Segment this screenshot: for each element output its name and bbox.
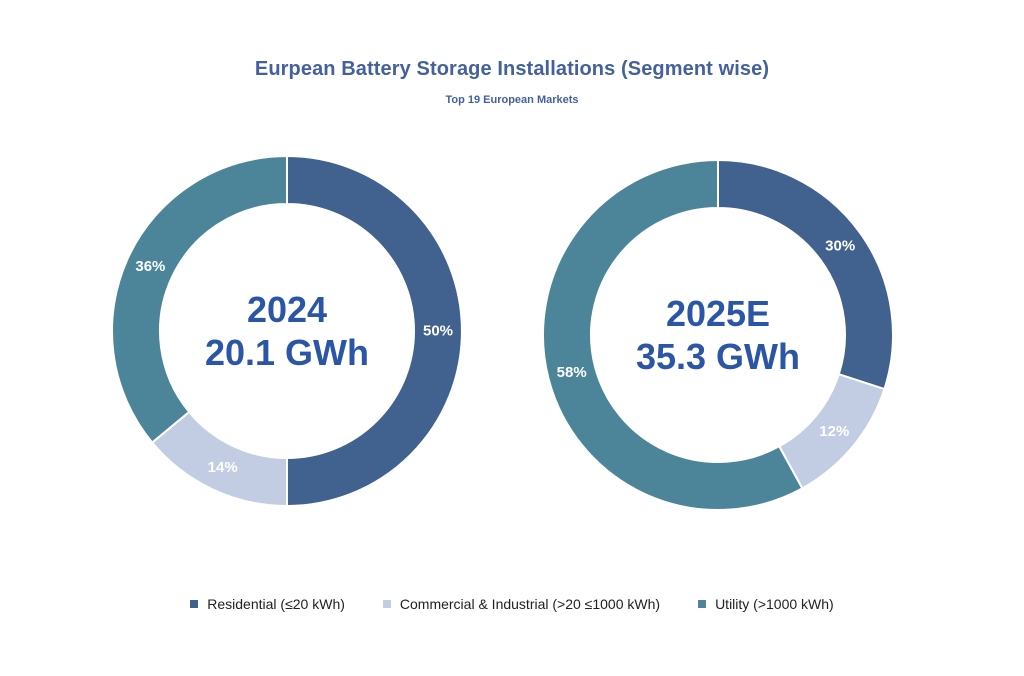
legend-label-residential: Residential (≤20 kWh) xyxy=(207,596,345,612)
donut-2024-data-label-utility: 36% xyxy=(135,258,165,275)
chart-subtitle: Top 19 European Markets xyxy=(445,94,579,106)
chart-title: Eurpean Battery Storage Installations (S… xyxy=(254,58,770,80)
donut-chart-2025e: 30% 12% 58% 2025E 35.3 GWh xyxy=(542,159,894,511)
legend-label-utility: Utility (>1000 kWh) xyxy=(715,596,834,612)
donut-svg-2024: 50% 14% 36% xyxy=(111,155,463,507)
donut-2025e-data-label-utility: 58% xyxy=(557,364,587,381)
legend-marker-commercial-industrial xyxy=(382,600,391,608)
legend-marker-utility xyxy=(698,600,707,608)
donut-chart-2024: 50% 14% 36% 2024 20.1 GWh xyxy=(111,155,463,507)
donut-2024-data-label-commercial-industrial: 14% xyxy=(208,459,238,476)
donut-svg-2025e: 30% 12% 58% xyxy=(542,159,894,511)
legend-item-utility: Utility (>1000 kWh) xyxy=(698,596,834,612)
legend: Residential (≤20 kWh) Commercial & Indus… xyxy=(0,596,1024,612)
legend-label-commercial-industrial: Commercial & Industrial (>20 ≤1000 kWh) xyxy=(399,596,661,612)
donut-2024-slice-residential xyxy=(286,155,463,507)
donut-2025e-slice-utility xyxy=(542,159,804,511)
donut-2025e-data-label-commercial-industrial: 12% xyxy=(819,423,849,440)
donut-2025e-data-label-residential: 30% xyxy=(825,238,855,255)
legend-item-residential: Residential (≤20 kWh) xyxy=(190,596,345,612)
donut-2024-slice-utility xyxy=(111,155,288,444)
legend-marker-residential xyxy=(190,600,199,608)
legend-item-commercial-industrial: Commercial & Industrial (>20 ≤1000 kWh) xyxy=(382,596,661,612)
donut-2025e-slice-residential xyxy=(717,159,894,391)
donut-2024-data-label-residential: 50% xyxy=(423,323,453,340)
